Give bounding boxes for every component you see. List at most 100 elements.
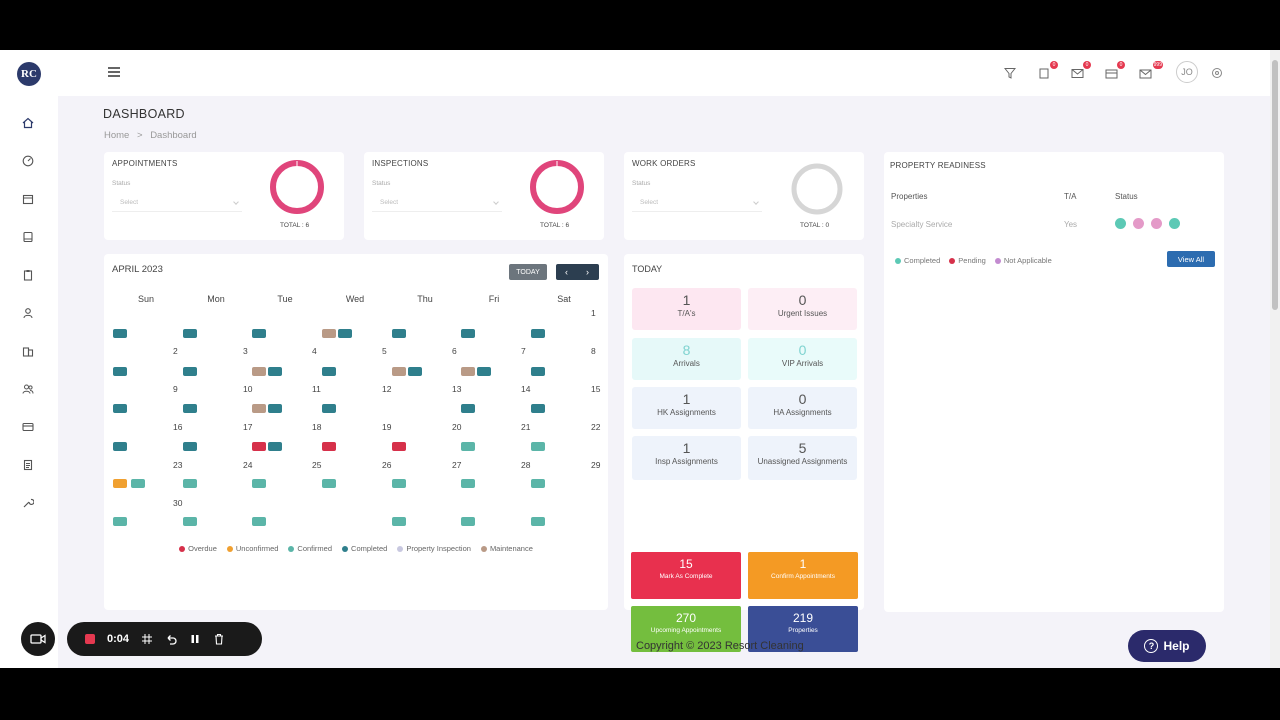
- calendar-event[interactable]: [461, 329, 475, 338]
- tile-unassigned-assignments[interactable]: 5 Unassigned Assignments: [748, 436, 857, 480]
- calendar-day[interactable]: 4: [312, 346, 317, 356]
- user-icon[interactable]: [21, 306, 35, 320]
- wrench-icon[interactable]: [21, 496, 35, 510]
- status-circle[interactable]: [1151, 218, 1162, 229]
- buildings-icon[interactable]: [21, 344, 35, 358]
- today-button[interactable]: TODAY: [509, 264, 547, 280]
- inbox-icon[interactable]: [21, 230, 35, 244]
- calendar-event[interactable]: [392, 329, 406, 338]
- envelope-icon[interactable]: 0: [1071, 61, 1091, 80]
- calendar-day[interactable]: 28: [521, 460, 531, 470]
- calendar-day[interactable]: 15: [591, 384, 601, 394]
- tile-vip-arrivals[interactable]: 0 VIP Arrivals: [748, 338, 857, 380]
- calendar-event[interactable]: [531, 366, 545, 376]
- calendar-event[interactable]: [322, 329, 336, 338]
- calendar-event[interactable]: [113, 329, 127, 338]
- calendar-day[interactable]: 13: [452, 384, 462, 394]
- camera-button[interactable]: [21, 622, 55, 656]
- property-name[interactable]: Specialty Service: [891, 220, 953, 229]
- calendar-event[interactable]: [268, 366, 282, 376]
- calendar-event[interactable]: [531, 479, 545, 488]
- document-icon[interactable]: [21, 458, 35, 472]
- calendar-event[interactable]: [392, 516, 406, 526]
- status-select[interactable]: Select: [112, 192, 242, 212]
- calendar-event[interactable]: [461, 516, 475, 526]
- pause-icon[interactable]: [189, 633, 201, 645]
- status-circle[interactable]: [1115, 218, 1126, 229]
- calendar-event[interactable]: [113, 404, 127, 413]
- tile-ha-assignments[interactable]: 0 HA Assignments: [748, 387, 857, 429]
- tile-tas[interactable]: 1 T/A's: [632, 288, 741, 330]
- calendar-day[interactable]: 10: [243, 384, 253, 394]
- tile-urgent-issues[interactable]: 0 Urgent Issues: [748, 288, 857, 330]
- properties-tile[interactable]: 219 Properties: [748, 606, 858, 652]
- scroll-thumb[interactable]: [1272, 60, 1278, 310]
- calendar-event[interactable]: [461, 479, 475, 488]
- settings-icon[interactable]: [1211, 66, 1225, 80]
- calendar-event[interactable]: [183, 479, 197, 488]
- home-icon[interactable]: [21, 116, 35, 130]
- calendar-event[interactable]: [252, 516, 266, 526]
- calendar-day[interactable]: 16: [173, 422, 183, 432]
- calendar-day[interactable]: 2: [173, 346, 178, 356]
- calendar-event[interactable]: [322, 479, 336, 488]
- tile-arrivals[interactable]: 8 Arrivals: [632, 338, 741, 380]
- tile-insp-assignments[interactable]: 1 Insp Assignments: [632, 436, 741, 480]
- calendar-day[interactable]: 5: [382, 346, 387, 356]
- calendar-event[interactable]: [392, 441, 406, 451]
- calendar-day[interactable]: 21: [521, 422, 531, 432]
- dashboard-dial-icon[interactable]: [21, 154, 35, 168]
- calendar-day[interactable]: 27: [452, 460, 462, 470]
- stop-recording-button[interactable]: [85, 634, 95, 644]
- status-select[interactable]: Select: [632, 192, 762, 212]
- calendar-event[interactable]: [322, 366, 336, 376]
- calendar-event[interactable]: [392, 479, 406, 488]
- calendar-event[interactable]: [322, 441, 336, 451]
- calendar-day[interactable]: 7: [521, 346, 526, 356]
- view-all-button[interactable]: View All: [1167, 251, 1215, 267]
- calendar-day[interactable]: 20: [452, 422, 462, 432]
- calendar-event[interactable]: [461, 404, 475, 413]
- calendar-day[interactable]: 26: [382, 460, 392, 470]
- breadcrumb-home[interactable]: Home: [104, 130, 130, 141]
- calendar-day[interactable]: 1: [591, 308, 596, 318]
- calendar-event[interactable]: [183, 366, 197, 376]
- calendar-event[interactable]: [252, 329, 266, 338]
- trash-icon[interactable]: [213, 633, 225, 645]
- open-envelope-icon[interactable]: 0: [1105, 61, 1125, 80]
- calendar-day[interactable]: 12: [382, 384, 392, 394]
- calendar-event[interactable]: [252, 404, 266, 413]
- clipboard-notification-icon[interactable]: 0: [1038, 61, 1058, 80]
- page-scrollbar[interactable]: [1270, 50, 1280, 668]
- calendar-day[interactable]: 9: [173, 384, 178, 394]
- calendar-day[interactable]: 24: [243, 460, 253, 470]
- calendar-day[interactable]: 30: [173, 498, 183, 508]
- calendar-event[interactable]: [183, 329, 197, 338]
- calendar-icon[interactable]: [21, 192, 35, 206]
- calendar-day[interactable]: 18: [312, 422, 322, 432]
- calendar-event[interactable]: [113, 441, 127, 451]
- upcoming-appointments-tile[interactable]: 270 Upcoming Appointments: [631, 606, 741, 652]
- calendar-event[interactable]: [531, 441, 545, 451]
- clipboard-icon[interactable]: [21, 268, 35, 282]
- tile-hk-assignments[interactable]: 1 HK Assignments: [632, 387, 741, 429]
- calendar-event[interactable]: [183, 404, 197, 413]
- calendar-event[interactable]: [477, 366, 491, 376]
- calendar-event[interactable]: [183, 516, 197, 526]
- calendar-event[interactable]: [268, 404, 282, 413]
- grid-icon[interactable]: [141, 633, 153, 645]
- calendar-event[interactable]: [531, 404, 545, 413]
- calendar-event[interactable]: [461, 366, 475, 376]
- status-select[interactable]: Select: [372, 192, 502, 212]
- calendar-day[interactable]: 14: [521, 384, 531, 394]
- help-button[interactable]: ? Help: [1128, 630, 1206, 662]
- users-icon[interactable]: [21, 382, 35, 396]
- status-circle[interactable]: [1169, 218, 1180, 229]
- calendar-day[interactable]: 8: [591, 346, 596, 356]
- calendar-event[interactable]: [252, 441, 266, 451]
- status-circle[interactable]: [1133, 218, 1144, 229]
- calendar-day[interactable]: 25: [312, 460, 322, 470]
- calendar-day[interactable]: 17: [243, 422, 253, 432]
- calendar-event[interactable]: [113, 516, 127, 526]
- credit-card-icon[interactable]: [21, 420, 35, 434]
